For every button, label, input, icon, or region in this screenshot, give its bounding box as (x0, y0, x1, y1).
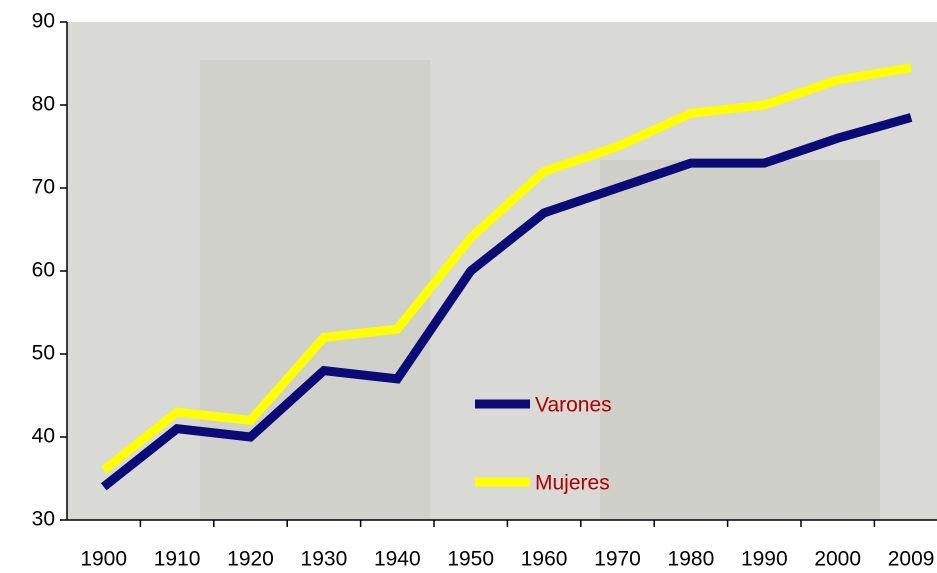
series-line (100, 113, 913, 491)
legend-label: Varones (535, 394, 612, 417)
y-tick-label: 40 (32, 425, 55, 448)
x-tick-label: 2009 (888, 548, 935, 571)
y-tick-label: 50 (32, 342, 55, 365)
y-tick-label: 60 (32, 259, 55, 282)
x-tick-label: 1990 (741, 548, 788, 571)
y-tick-label: 90 (32, 10, 55, 33)
x-tick-label: 1960 (521, 548, 568, 571)
photo-figure (200, 60, 430, 520)
x-tick-label: 1980 (668, 548, 715, 571)
x-tick-label: 1930 (301, 548, 348, 571)
x-tick-label: 1940 (374, 548, 421, 571)
photo-figure (600, 160, 880, 520)
x-tick-label: 1950 (447, 548, 494, 571)
x-tick-label: 1920 (227, 548, 274, 571)
y-tick-label: 80 (32, 93, 55, 116)
x-tick-label: 2000 (814, 548, 861, 571)
series-line (100, 63, 912, 474)
legend-label: Mujeres (535, 472, 610, 495)
x-tick-label: 1900 (80, 548, 127, 571)
x-tick-label: 1970 (594, 548, 641, 571)
y-tick-label: 70 (32, 176, 55, 199)
y-tick-label: 30 (32, 508, 55, 531)
x-tick-label: 1910 (154, 548, 201, 571)
